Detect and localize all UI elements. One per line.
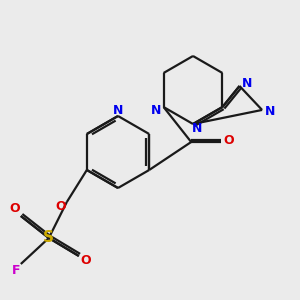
Text: N: N: [242, 77, 253, 91]
Text: N: N: [113, 103, 123, 116]
Text: N: N: [192, 122, 202, 136]
Text: F: F: [12, 263, 20, 277]
Text: O: O: [224, 134, 235, 146]
Text: N: N: [265, 105, 275, 119]
Text: O: O: [10, 202, 20, 214]
Text: N: N: [152, 104, 162, 118]
Text: O: O: [56, 200, 66, 214]
Text: O: O: [80, 254, 91, 266]
Text: S: S: [43, 230, 54, 245]
